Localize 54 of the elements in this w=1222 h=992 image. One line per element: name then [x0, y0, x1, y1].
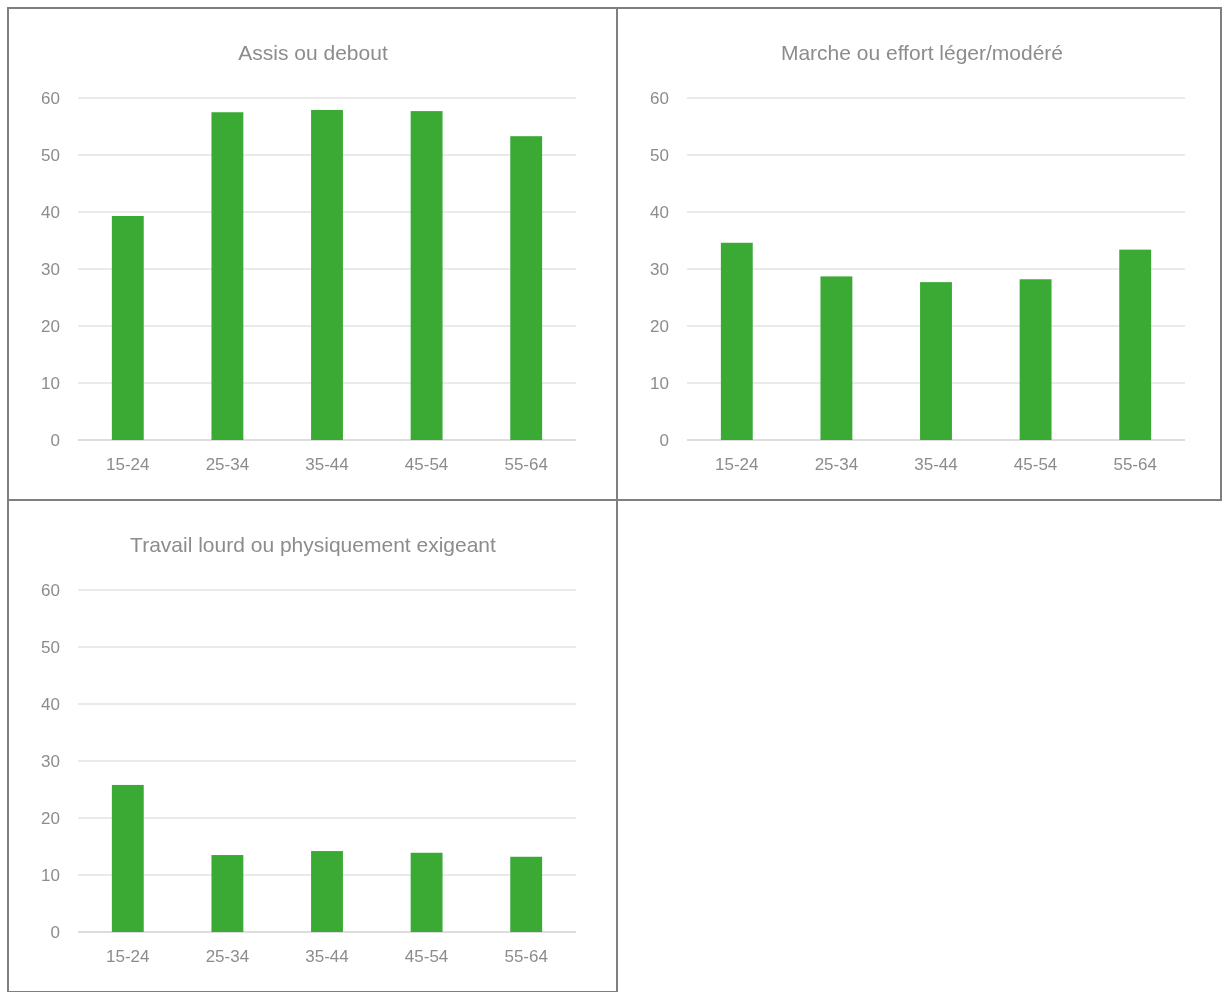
x-tick-label: 55-64: [504, 455, 548, 474]
x-tick-label: 35-44: [305, 947, 349, 966]
y-tick-label: 30: [650, 259, 669, 279]
x-tick-label: 15-24: [106, 455, 150, 474]
x-tick-label: 25-34: [205, 455, 250, 474]
bar: [410, 852, 443, 932]
y-tick-label: 20: [41, 316, 60, 336]
y-tick-label: 50: [650, 145, 669, 165]
y-tick-label: 10: [650, 373, 669, 393]
x-tick-label: 45-54: [404, 947, 449, 966]
bar: [1019, 279, 1052, 440]
chart-title: Marche ou effort léger/modéré: [780, 41, 1064, 64]
y-tick-label: 30: [41, 751, 60, 771]
bar: [111, 215, 144, 440]
bar: [410, 111, 443, 440]
y-tick-label: 0: [50, 430, 60, 450]
x-tick-label: 45-54: [1013, 455, 1058, 474]
x-tick-label: 25-34: [814, 455, 859, 474]
y-tick-label: 60: [41, 88, 60, 108]
bar: [920, 282, 952, 440]
chart-title: Assis ou debout: [238, 41, 388, 64]
x-tick-label: 15-24: [715, 455, 759, 474]
bar: [111, 784, 144, 932]
y-tick-label: 60: [41, 580, 60, 600]
chart-title: Travail lourd ou physiquement exigeant: [130, 533, 497, 556]
y-tick-label: 60: [650, 88, 669, 108]
x-tick-label: 55-64: [504, 947, 548, 966]
bar: [1119, 249, 1152, 440]
y-tick-label: 50: [41, 145, 60, 165]
x-tick-label: 15-24: [106, 947, 150, 966]
y-tick-label: 0: [659, 430, 669, 450]
bar: [211, 112, 244, 440]
y-tick-label: 0: [50, 922, 60, 942]
bar: [820, 276, 853, 440]
y-tick-label: 40: [41, 694, 60, 714]
y-tick-label: 40: [650, 202, 669, 222]
y-tick-label: 40: [41, 202, 60, 222]
y-tick-label: 50: [41, 637, 60, 657]
bar: [311, 851, 343, 932]
x-tick-label: 35-44: [914, 455, 958, 474]
bar: [311, 109, 343, 440]
bar: [510, 136, 543, 440]
x-tick-label: 55-64: [1113, 455, 1157, 474]
x-tick-label: 25-34: [205, 947, 250, 966]
bar: [720, 242, 753, 440]
y-tick-label: 20: [650, 316, 669, 336]
y-tick-label: 20: [41, 808, 60, 828]
x-tick-label: 45-54: [404, 455, 449, 474]
bar: [510, 856, 543, 932]
y-tick-label: 10: [41, 373, 60, 393]
x-tick-label: 35-44: [305, 455, 349, 474]
bar: [211, 855, 244, 932]
y-tick-label: 30: [41, 259, 60, 279]
y-tick-label: 10: [41, 865, 60, 885]
